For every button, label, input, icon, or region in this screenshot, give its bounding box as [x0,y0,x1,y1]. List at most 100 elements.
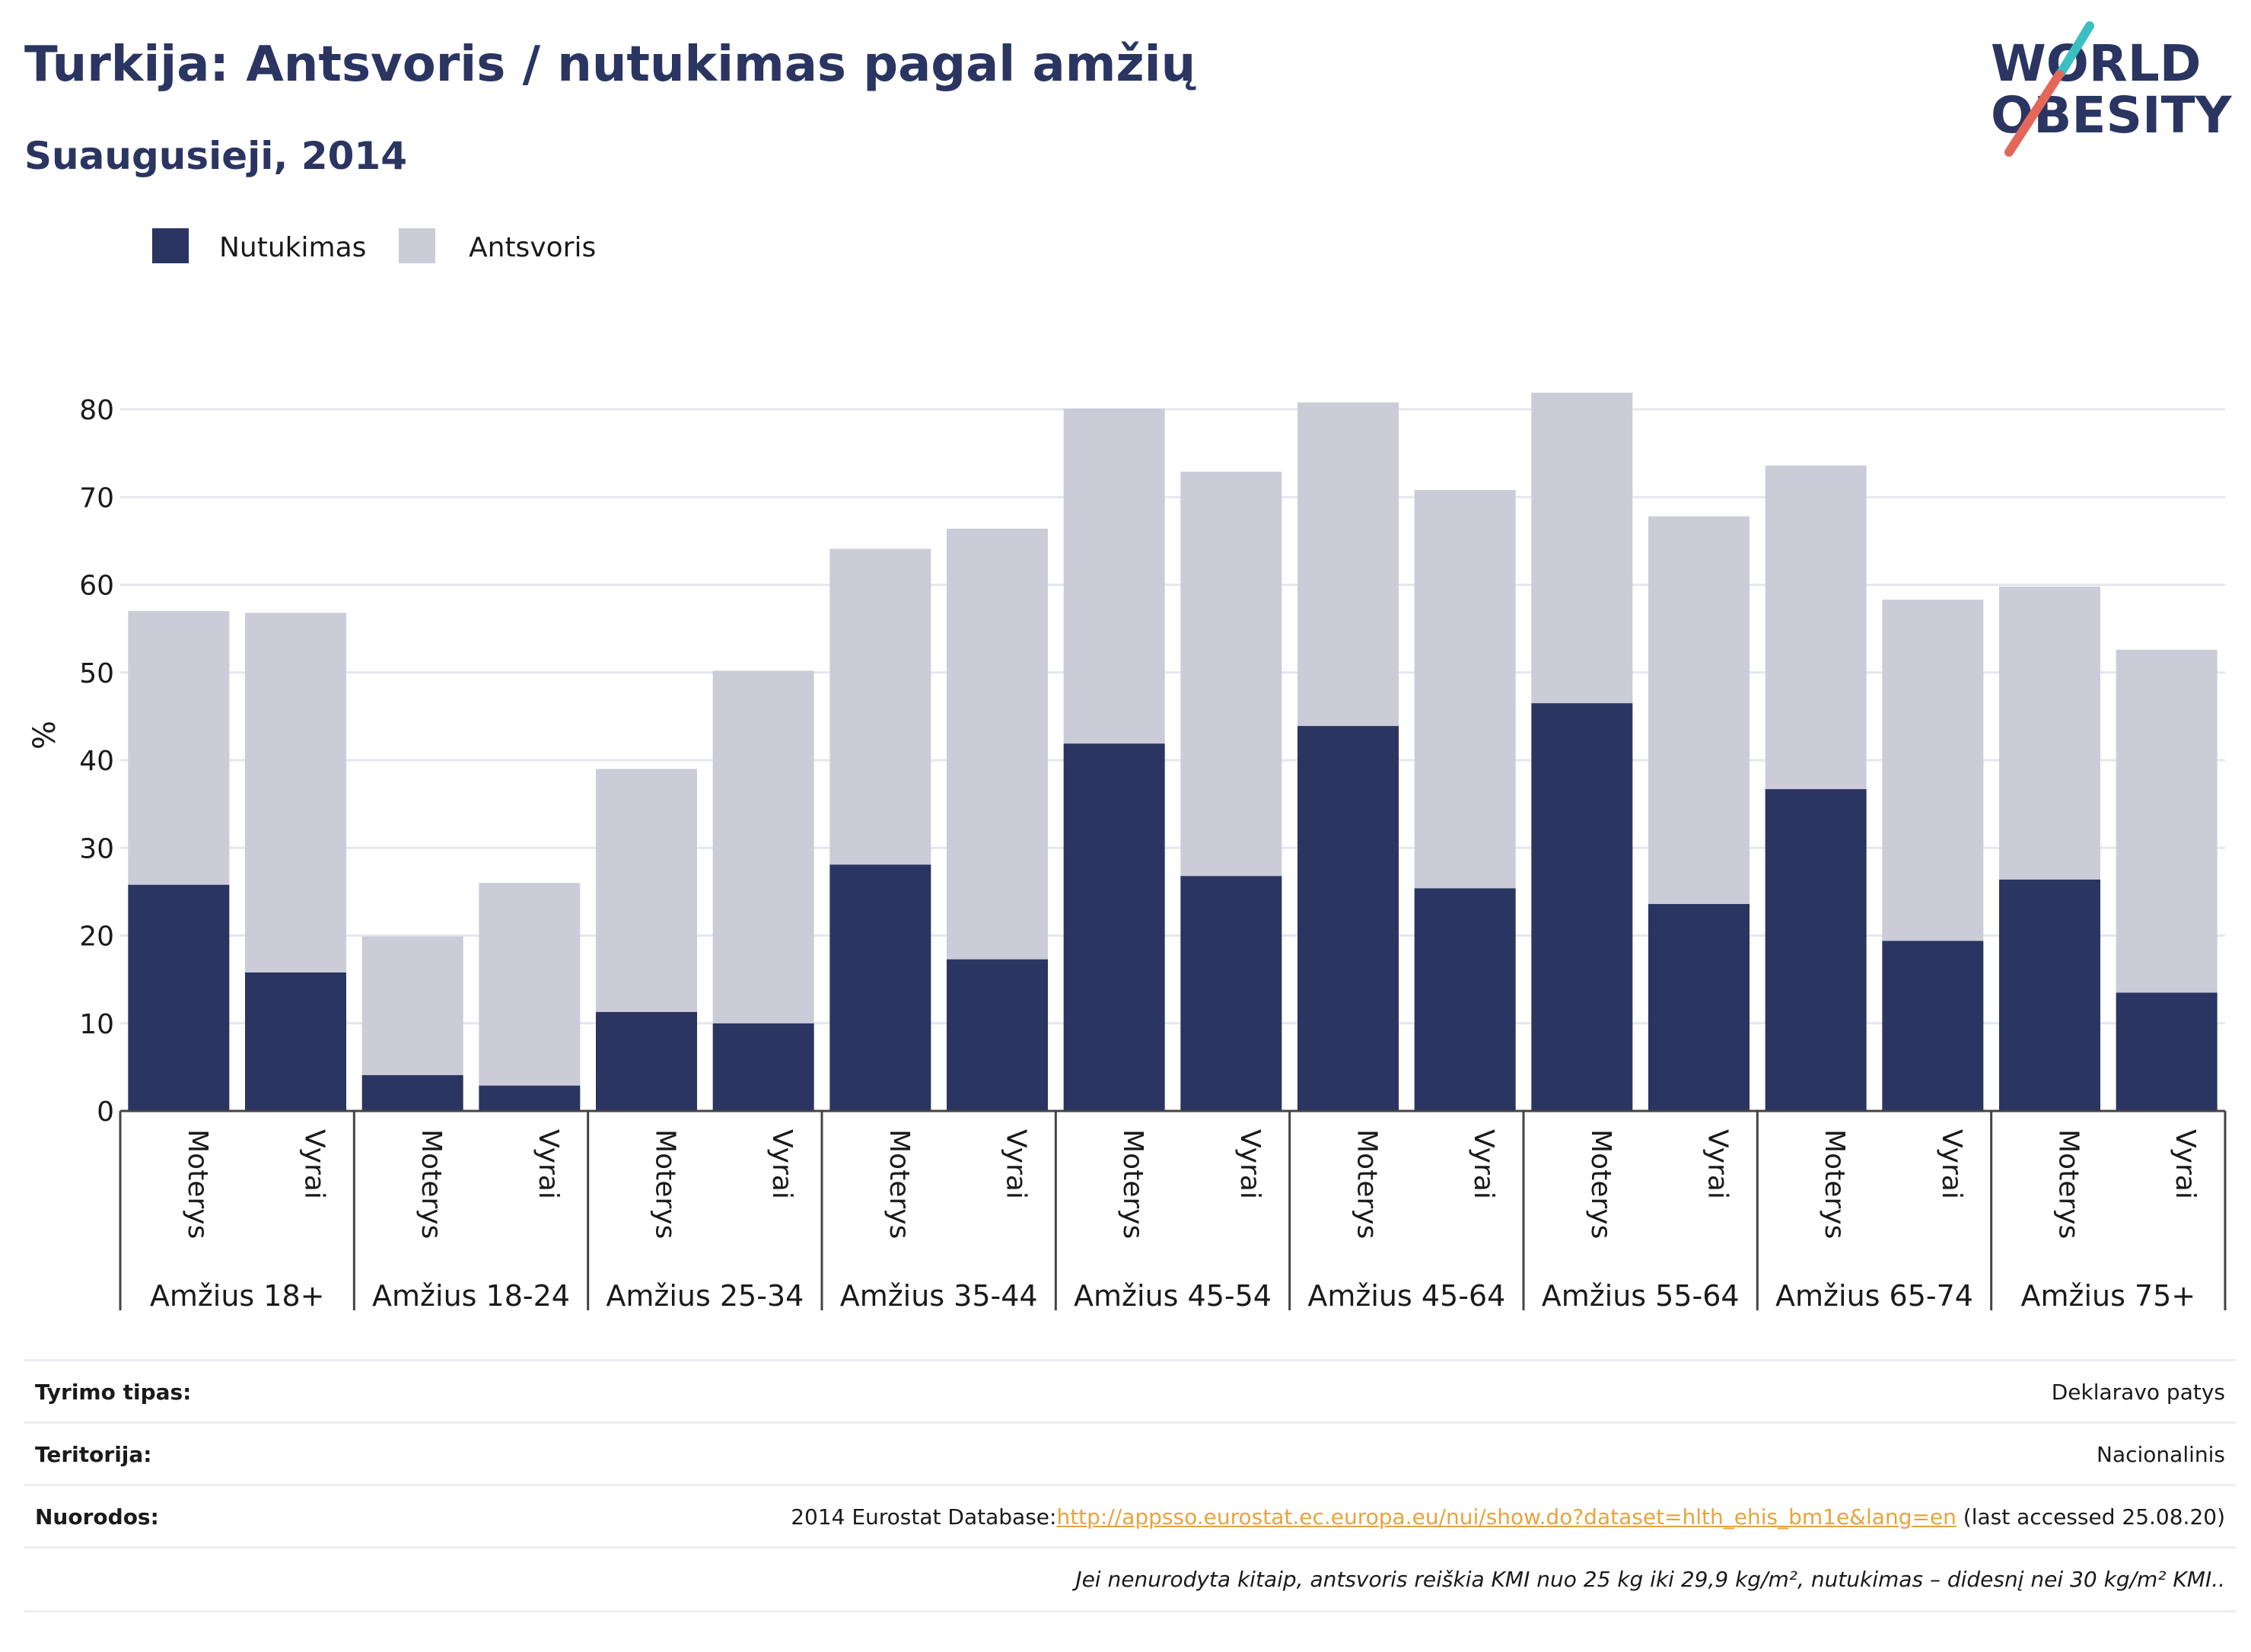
x-sub-label: Moterys [1819,1129,1850,1239]
bar-overweight [1765,465,1867,790]
y-tick-label: 70 [79,482,114,514]
legend-label-obesity: Nutukimas [219,232,366,263]
x-group-label: Amžius 55-64 [1542,1279,1740,1313]
references-label: Nuorodos: [35,1504,159,1529]
x-sub-label: Vyrai [1702,1129,1734,1199]
x-group-label: Amžius 18-24 [372,1279,570,1313]
bar-obesity [479,1085,581,1111]
x-sub-label: Vyrai [1468,1129,1499,1199]
x-sub-label: Moterys [1117,1129,1148,1239]
x-sub-label: Moterys [650,1129,681,1239]
y-tick-label: 80 [79,395,114,426]
logo-accent-bottom [2004,70,2064,157]
references-value: 2014 Eurostat Database:http://appsso.eur… [791,1486,2225,1549]
x-sub-label: Vyrai [299,1129,330,1199]
logo-line2: OBESITY [1991,86,2233,145]
bar-overweight [245,613,346,972]
chart: Turkija: Antsvoris / nutukimas pagal amž… [24,21,2233,1313]
x-sub-label: Moterys [1352,1129,1383,1239]
y-tick-label: 60 [79,571,114,602]
x-sub-label: Vyrai [533,1129,564,1199]
x-group-label: Amžius 75+ [2020,1279,2195,1313]
x-sub-label: Moterys [2053,1129,2084,1239]
x-group-label: Amžius 35-44 [840,1279,1038,1313]
bar-obesity [712,1023,814,1111]
bar-obesity [128,884,230,1111]
x-group-label: Amžius 45-54 [1074,1279,1272,1313]
chart-title: Turkija: Antsvoris / nutukimas pagal amž… [24,37,1196,93]
bar-overweight [361,936,463,1075]
y-tick-label: 0 [97,1097,114,1128]
bar-overweight [829,549,931,865]
bar-overweight [1999,586,2100,880]
x-sub-label: Vyrai [2170,1129,2201,1199]
x-group-label: Amžius 65-74 [1775,1279,1973,1313]
chart-subtitle: Suaugusieji, 2014 [24,134,407,178]
x-sub-label: Moterys [182,1129,213,1239]
x-sub-label: Vyrai [1001,1129,1032,1199]
territory-value: Nacionalinis [2097,1442,2225,1467]
survey-type-label: Tyrimo tipas: [35,1380,192,1405]
bar-obesity [829,864,931,1111]
bar-obesity [1414,888,1516,1111]
info-row-territory: Teritorija: Nacionalinis [24,1421,2236,1486]
bar-overweight [1531,393,1633,704]
y-tick-label: 40 [79,746,114,777]
x-sub-label: Vyrai [1936,1129,1967,1199]
bar-overweight [128,611,230,885]
y-axis-label: % [27,721,62,750]
x-group-label: Amžius 45-64 [1307,1279,1505,1313]
x-axis: Moterys Vyrai Moterys Vyrai Moterys Vyrai Mote… [119,1109,2227,1313]
survey-type-value: Deklaravo patys [2051,1380,2225,1405]
bar-overweight [596,769,697,1012]
bar-overweight [947,528,1048,960]
bar-obesity [1180,876,1282,1111]
logo-line1: WORLD [1991,34,2202,93]
bar-obesity [1063,743,1165,1111]
bar-overweight [479,883,581,1086]
info-row-survey-type: Tyrimo tipas: Deklaravo patys [24,1359,2236,1424]
bar-obesity [1531,703,1633,1111]
bar-overweight [1297,402,1399,727]
territory-label: Teritorija: [35,1442,152,1467]
bar-obesity [1648,904,1750,1111]
gridlines [120,408,2225,1025]
x-sub-label: Vyrai [1234,1129,1266,1199]
bar-overweight [2116,649,2218,993]
y-axis-ticks: 0 10 20 30 40 50 60 70 80 [79,395,114,1128]
bar-overweight [1180,471,1282,877]
bar-overweight [1882,600,1984,941]
bar-obesity [1297,726,1399,1111]
logo: WORLD OBESITY [1991,21,2233,157]
y-tick-label: 50 [79,658,114,689]
legend-label-overweight: Antsvoris [469,232,596,263]
references-suffix: (last accessed 25.08.20) [1956,1504,2225,1529]
bar-obesity [361,1074,463,1111]
bar-obesity [1882,941,1984,1111]
legend: Nutukimas Antsvoris [152,228,596,263]
bar-obesity [1765,789,1867,1111]
info-table-bottom-border [24,1610,2236,1612]
bar-obesity [1999,879,2100,1111]
y-tick-label: 20 [79,921,114,953]
info-row-note: Jei nenurodyta kitaip, antsvoris reiškia… [24,1546,2236,1611]
bar-obesity [947,959,1048,1111]
x-sub-label: Vyrai [766,1129,798,1199]
legend-swatch-overweight [399,228,435,263]
bars [128,393,2218,1111]
bar-obesity [245,972,346,1111]
x-group-label: Amžius 25-34 [606,1279,804,1313]
x-sub-label: Moterys [884,1129,915,1239]
definition-note: Jei nenurodyta kitaip, antsvoris reiškia… [1075,1567,2225,1592]
x-sub-label: Moterys [415,1129,447,1239]
bar-overweight [1648,516,1750,905]
info-row-references: Nuorodos: 2014 Eurostat Database:http://… [24,1484,2236,1549]
y-tick-label: 30 [79,833,114,864]
references-link[interactable]: http://appsso.eurostat.ec.europa.eu/nui/… [1056,1504,1956,1529]
logo-accent-top [2056,21,2094,78]
bar-obesity [596,1011,697,1111]
x-group-label: Amžius 18+ [150,1279,325,1313]
x-sub-label: Moterys [1585,1129,1616,1239]
bar-overweight [712,670,814,1023]
bar-overweight [1063,408,1165,744]
